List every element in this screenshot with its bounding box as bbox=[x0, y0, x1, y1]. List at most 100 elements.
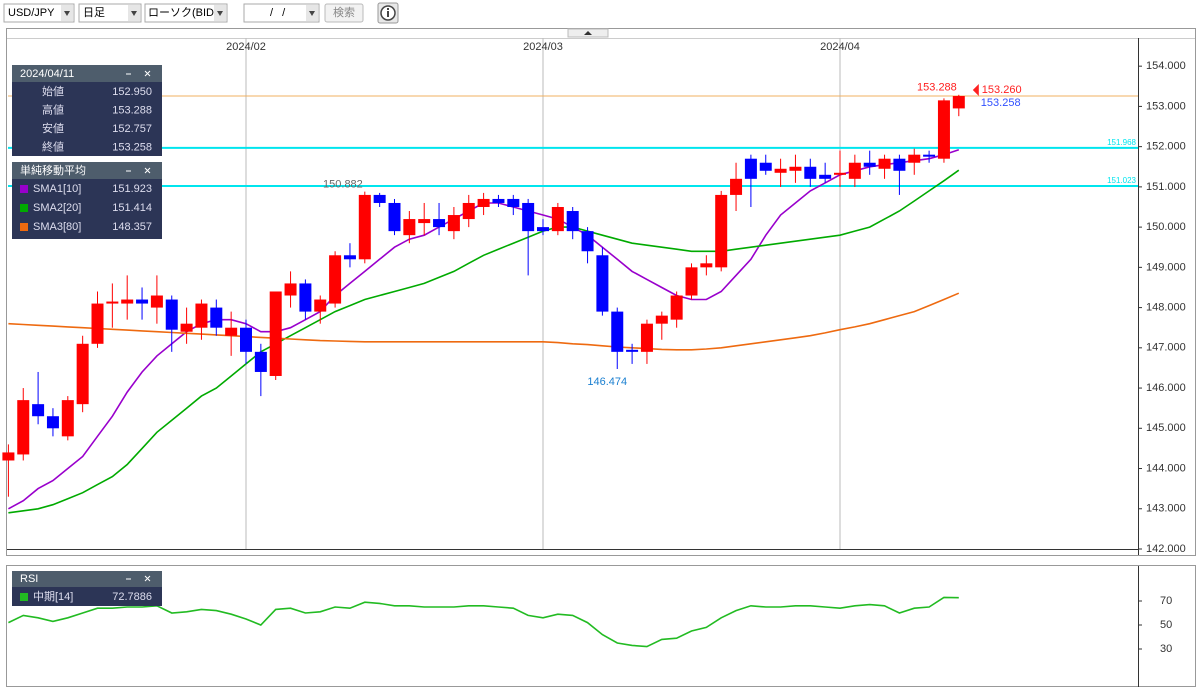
candle-body bbox=[566, 211, 579, 232]
y-tick-label: 152.000 bbox=[1146, 141, 1186, 153]
rsi-line bbox=[8, 596, 959, 648]
candle-body bbox=[908, 154, 921, 163]
search: 検索 bbox=[333, 5, 355, 19]
sma-line bbox=[8, 292, 960, 351]
legend-swatch bbox=[20, 204, 28, 212]
arrow bbox=[584, 31, 592, 35]
candle-body bbox=[433, 219, 446, 228]
candle-body bbox=[314, 299, 327, 312]
y-tick-label: 147.000 bbox=[1146, 342, 1186, 354]
row-label: 高値 bbox=[42, 102, 64, 116]
y-tick-label: 144.000 bbox=[1146, 462, 1186, 474]
candle-body bbox=[551, 206, 564, 232]
price-label: 146.474 bbox=[587, 376, 627, 388]
candle-body bbox=[121, 299, 134, 304]
candle-body bbox=[848, 162, 861, 179]
candle-body bbox=[596, 255, 609, 312]
price-label: 153.288 bbox=[917, 82, 957, 94]
chart-type: ローソク(BID) bbox=[148, 6, 218, 19]
row-label: 安値 bbox=[42, 121, 64, 135]
panel-body bbox=[12, 587, 162, 606]
search-button[interactable] bbox=[324, 3, 364, 23]
candle-body bbox=[403, 219, 416, 236]
candle-body bbox=[388, 202, 401, 232]
arrow bbox=[131, 11, 137, 16]
legend-value: 151.414 bbox=[112, 202, 152, 214]
arrow bbox=[309, 11, 315, 16]
candle-body bbox=[626, 349, 639, 352]
row-value: 152.950 bbox=[112, 86, 152, 98]
arrow bbox=[217, 11, 223, 16]
date: / / bbox=[270, 7, 286, 19]
candle-body bbox=[819, 174, 832, 179]
period-select[interactable] bbox=[78, 3, 142, 23]
candle-body bbox=[46, 416, 59, 429]
close-icon[interactable] bbox=[144, 167, 151, 174]
candle-body bbox=[165, 299, 178, 330]
x-tick-label: 2024/04 bbox=[820, 41, 860, 53]
y-tick-label: 146.000 bbox=[1146, 382, 1186, 394]
candle-body bbox=[269, 291, 282, 376]
candle-body bbox=[2, 452, 15, 461]
ohlc-panel: 2024/04/11 始値 152.950 高値 153.288 安値 152.757 終値… bbox=[12, 65, 162, 239]
candle-body bbox=[640, 323, 653, 352]
y-tick-label: 148.000 bbox=[1146, 301, 1186, 313]
candle-body bbox=[952, 96, 965, 109]
candle-body bbox=[180, 323, 193, 332]
candle-body bbox=[655, 315, 668, 324]
row-value: 153.288 bbox=[112, 104, 152, 116]
sma-title: 単純移動平均 bbox=[20, 163, 86, 177]
candle-body bbox=[284, 283, 297, 296]
legend-swatch bbox=[20, 223, 28, 231]
legend-value: 148.357 bbox=[112, 221, 152, 233]
candle-body bbox=[225, 327, 238, 336]
y-tick-label: 50 bbox=[1160, 619, 1172, 631]
date-input[interactable] bbox=[243, 3, 320, 23]
y-tick-label: 143.000 bbox=[1146, 503, 1186, 515]
period: 日足 bbox=[83, 7, 105, 19]
candle-body bbox=[91, 303, 104, 344]
candle-body bbox=[462, 202, 475, 220]
candle-body bbox=[492, 198, 505, 203]
candle-body bbox=[774, 168, 787, 173]
type-select[interactable] bbox=[144, 3, 228, 23]
close-icon[interactable] bbox=[144, 70, 151, 77]
row-label: 始値 bbox=[42, 84, 64, 98]
rsi-panel bbox=[6, 565, 1196, 687]
close-icon[interactable] bbox=[144, 575, 151, 582]
legend-name: SMA3[80] bbox=[33, 221, 81, 233]
candle-body bbox=[507, 198, 520, 207]
info-icon bbox=[387, 8, 389, 10]
row-label: 終値 bbox=[42, 139, 64, 153]
sma-line bbox=[8, 169, 960, 514]
candle-body bbox=[537, 227, 549, 232]
panel-header bbox=[12, 571, 162, 587]
info-icon bbox=[387, 11, 389, 17]
candle-body bbox=[730, 178, 743, 195]
legend-name: SMA1[10] bbox=[33, 183, 81, 195]
legend-name: SMA2[20] bbox=[33, 202, 81, 214]
candle-body bbox=[834, 172, 846, 175]
y-tick-label: 150.000 bbox=[1146, 221, 1186, 233]
candle-body bbox=[804, 166, 817, 179]
candle-body bbox=[878, 158, 891, 169]
panel-header bbox=[12, 162, 162, 179]
candle-body bbox=[150, 295, 163, 308]
panel-body bbox=[12, 179, 162, 239]
panel-date: 2024/04/11 bbox=[20, 68, 74, 80]
legend-value: 72.7886 bbox=[112, 591, 152, 603]
candle-body bbox=[329, 255, 342, 304]
y-tick-label: 142.000 bbox=[1146, 543, 1186, 555]
pair-select[interactable] bbox=[3, 3, 75, 23]
price-label: 153.258 bbox=[981, 97, 1021, 109]
ask-label: 153.260 bbox=[982, 84, 1022, 96]
arrow bbox=[64, 11, 70, 16]
row-value: 152.757 bbox=[112, 123, 152, 135]
candle-body bbox=[299, 283, 312, 312]
candle-body bbox=[373, 194, 386, 203]
candle-body bbox=[358, 194, 371, 260]
panel-body bbox=[12, 82, 162, 156]
candle-body bbox=[937, 100, 950, 159]
candle-body bbox=[254, 351, 267, 372]
